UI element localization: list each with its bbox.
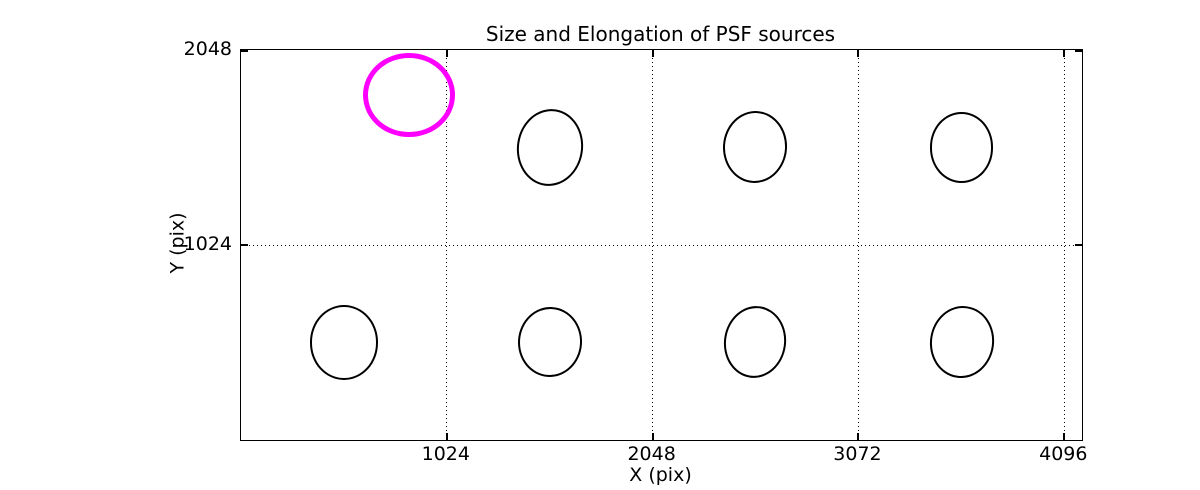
psf-source <box>929 112 994 183</box>
psf-source <box>309 305 379 380</box>
x-tick-top <box>1063 50 1066 57</box>
x-tick-label: 3072 <box>833 443 882 465</box>
x-tick-label: 4096 <box>1039 443 1088 465</box>
x-tick-top <box>445 50 448 57</box>
y-tick-right <box>1075 50 1082 52</box>
y-gridline <box>241 244 1082 246</box>
highlighted-psf-source <box>363 52 455 137</box>
psf-source <box>720 109 791 186</box>
psf-source <box>515 305 585 380</box>
psf-source <box>924 302 998 383</box>
x-tick-bottom <box>445 433 448 440</box>
y-tick-left <box>241 244 248 246</box>
x-tick-top <box>857 50 860 57</box>
x-tick-label: 2048 <box>627 443 676 465</box>
psf-source <box>511 104 588 191</box>
x-tick-bottom <box>857 433 860 440</box>
y-axis-label: Y (pix) <box>166 212 189 274</box>
psf-source <box>719 302 792 383</box>
x-tick-bottom <box>651 433 654 440</box>
y-tick-right <box>1075 244 1082 246</box>
x-tick-label: 1024 <box>421 443 470 465</box>
y-tick-label: 1024 <box>183 233 232 255</box>
x-tick-top <box>651 50 654 57</box>
plot-area <box>240 49 1083 441</box>
y-tick-left <box>241 50 248 52</box>
x-axis-label: X (pix) <box>629 464 692 486</box>
x-tick-bottom <box>1063 433 1066 440</box>
chart-title: Size and Elongation of PSF sources <box>485 22 836 46</box>
y-tick-label: 2048 <box>183 38 232 60</box>
